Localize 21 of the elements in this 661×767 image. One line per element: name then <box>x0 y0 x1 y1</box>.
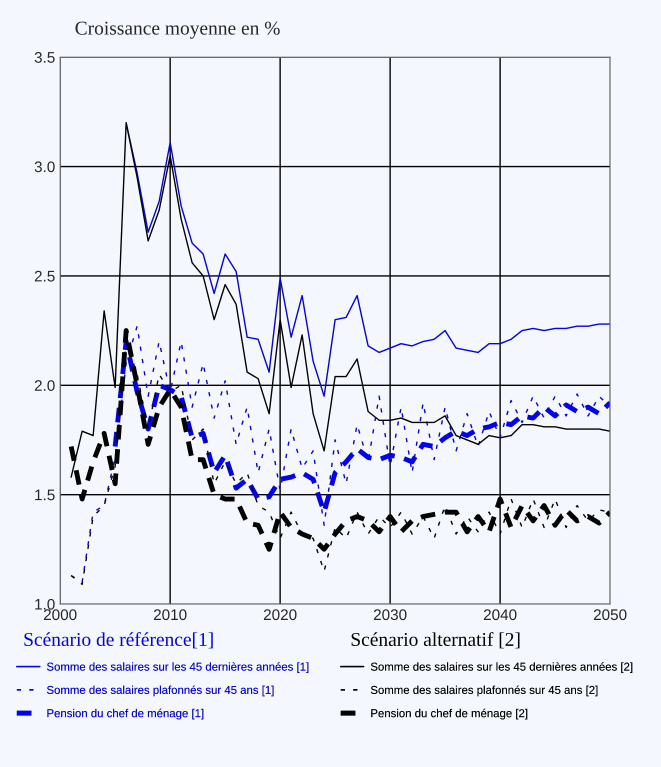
y-tick-label: 2.0 <box>34 380 55 391</box>
x-tick-label: 2020 <box>264 609 297 620</box>
legend-label: Somme des salaires plafonnés sur 45 ans [2] <box>370 685 598 696</box>
y-tick-label: 3.0 <box>34 161 55 172</box>
legend-label: Somme des salaires sur les 45 dernières années [2] <box>370 662 632 673</box>
chart-title: Croissance moyenne en % <box>75 22 280 39</box>
legend-label: Somme des salaires sur les 45 dernières années [1] <box>46 662 308 673</box>
x-tick-label: 2040 <box>484 609 517 620</box>
x-tick-label: 2000 <box>44 609 77 620</box>
x-tick-label: 2030 <box>374 609 407 620</box>
legend-label: Pension du chef de ménage [1] <box>47 708 204 720</box>
legend-label: Somme des salaires plafonnés sur 45 ans [1] <box>46 685 274 696</box>
text: Scénario alternatif [2] <box>352 632 520 648</box>
y-tick-label: 3.5 <box>34 52 55 63</box>
x-tick-label: 2010 <box>154 609 187 620</box>
y-tick-label: 1.5 <box>35 490 55 500</box>
legend-label: Pension du chef de ménage [2] <box>371 708 528 720</box>
text: Scénario de référence[1] <box>24 632 213 648</box>
y-tick-label: 2.5 <box>34 270 55 282</box>
x-tick-label: 2050 <box>594 609 626 620</box>
y-tick-label: 1.0 <box>35 598 55 610</box>
